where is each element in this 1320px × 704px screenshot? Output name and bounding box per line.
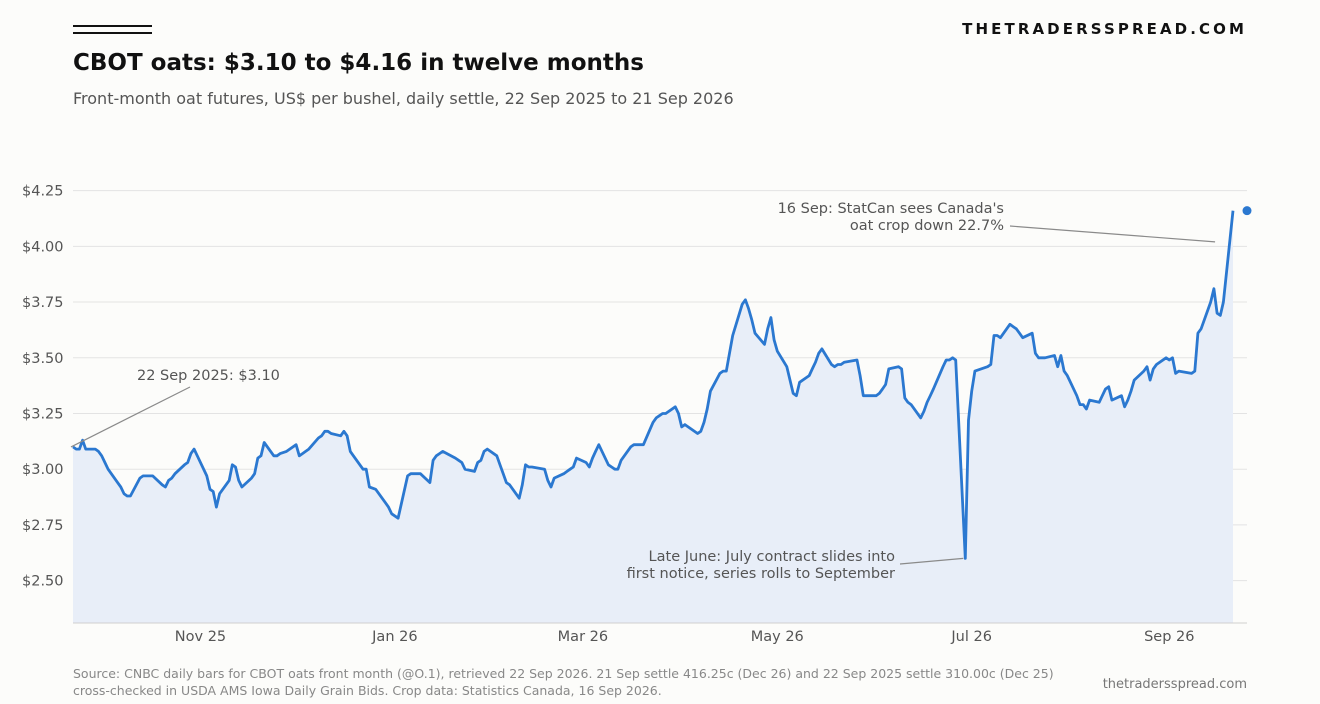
y-tick-label: $4.00 — [22, 239, 64, 255]
x-tick-label: Mar 26 — [558, 629, 608, 645]
annotations: 22 Sep 2025: $3.10 16 Sep: StatCan sees C… — [70, 201, 1216, 582]
header-rule-bottom — [73, 32, 152, 34]
x-tick-label: Nov 25 — [175, 629, 226, 645]
latest-price-marker — [1242, 206, 1252, 216]
annotation-text: 16 Sep: StatCan sees Canada's — [778, 201, 1004, 217]
annotation-leader-line — [1009, 225, 1216, 243]
y-tick-label: $2.75 — [22, 518, 64, 534]
y-tick-labels: $2.50 $2.75 $3.00 $3.25 $3.50 $3.75 $4.00 $4.25 — [22, 184, 64, 590]
annotation-text: Late June: July contract slides into — [649, 549, 896, 565]
y-tick-label: $3.00 — [22, 462, 64, 478]
chart-subtitle: Front-month oat futures, US$ per bushel,… — [73, 89, 734, 108]
price-area-fill — [73, 210, 1233, 623]
x-tick-labels: Nov 25 Jan 26 Mar 26 May 26 Jul 26 Sep 26 — [175, 629, 1195, 645]
x-tick-label: Jan 26 — [371, 629, 417, 645]
source-note: Source: CNBC daily bars for CBOT oats fr… — [73, 666, 1054, 698]
annotation-text: first notice, series rolls to September — [627, 566, 895, 582]
chart-title: CBOT oats: $3.10 to $4.16 in twelve mont… — [73, 50, 644, 76]
y-tick-label: $3.25 — [22, 406, 64, 422]
y-tick-label: $3.75 — [22, 295, 64, 311]
header-rule-top — [73, 25, 152, 27]
site-url: thetradersspread.com — [1102, 677, 1247, 692]
x-tick-label: May 26 — [751, 629, 804, 645]
y-tick-label: $2.50 — [22, 574, 64, 590]
y-tick-label: $3.50 — [22, 351, 64, 367]
y-tick-label: $4.25 — [22, 184, 64, 200]
annotation-leader-line — [899, 557, 964, 565]
price-line — [72, 210, 1235, 560]
x-tick-label: Sep 26 — [1144, 629, 1194, 645]
annotation-text: oat crop down 22.7% — [850, 218, 1004, 234]
annotation-text: 22 Sep 2025: $3.10 — [137, 368, 280, 384]
site-name: THETRADERSSPREAD.COM — [962, 20, 1247, 38]
x-tick-label: Jul 26 — [950, 629, 992, 645]
annotation-leader-line — [70, 386, 191, 448]
